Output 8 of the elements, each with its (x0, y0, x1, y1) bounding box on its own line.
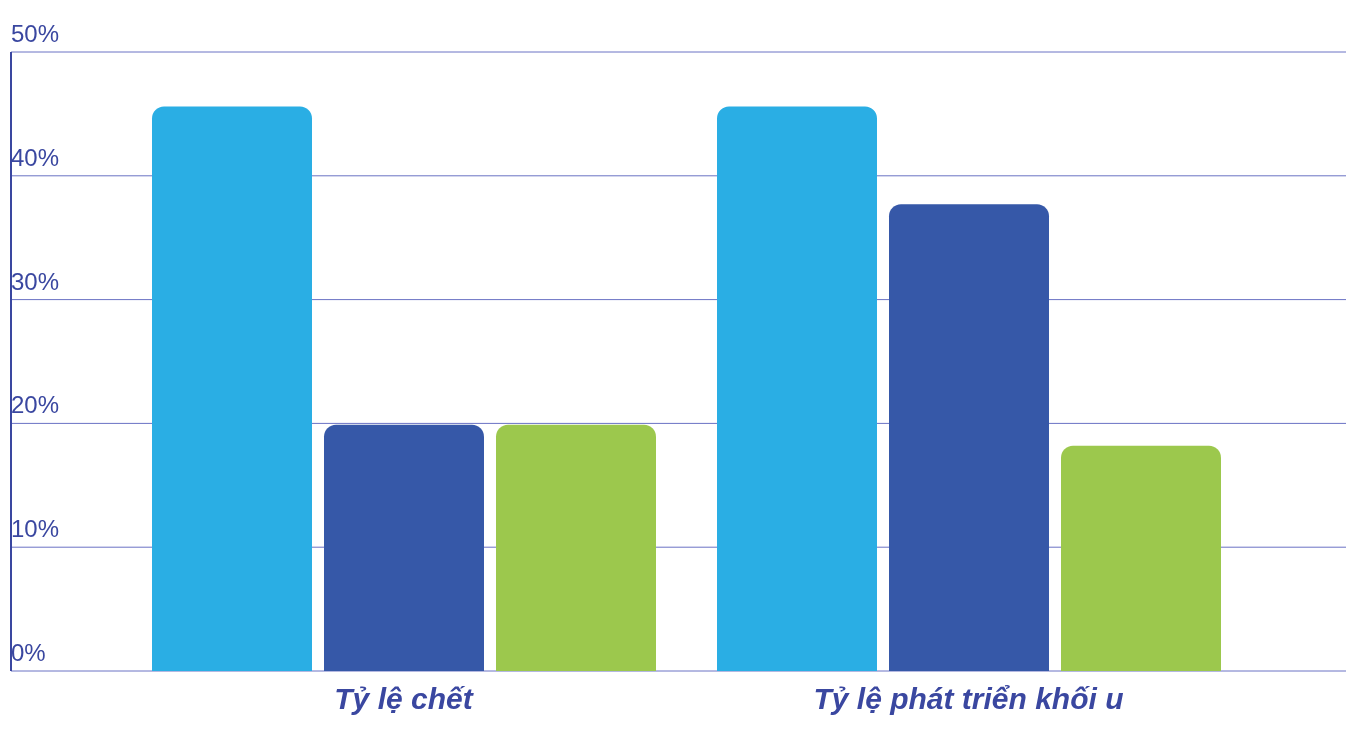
y-tick-label: 10% (11, 515, 60, 543)
x-tick-label: Tỷ lệ phát triển khối u (813, 682, 1124, 715)
y-tick-label: 30% (11, 267, 60, 295)
y-tick-label: 40% (11, 143, 60, 171)
y-tick-label: 50% (11, 20, 60, 47)
y-tick-label: 20% (11, 391, 60, 419)
y-tick-label: 0% (11, 639, 46, 666)
x-tick-label: Tỷ lệ chết (334, 682, 475, 715)
